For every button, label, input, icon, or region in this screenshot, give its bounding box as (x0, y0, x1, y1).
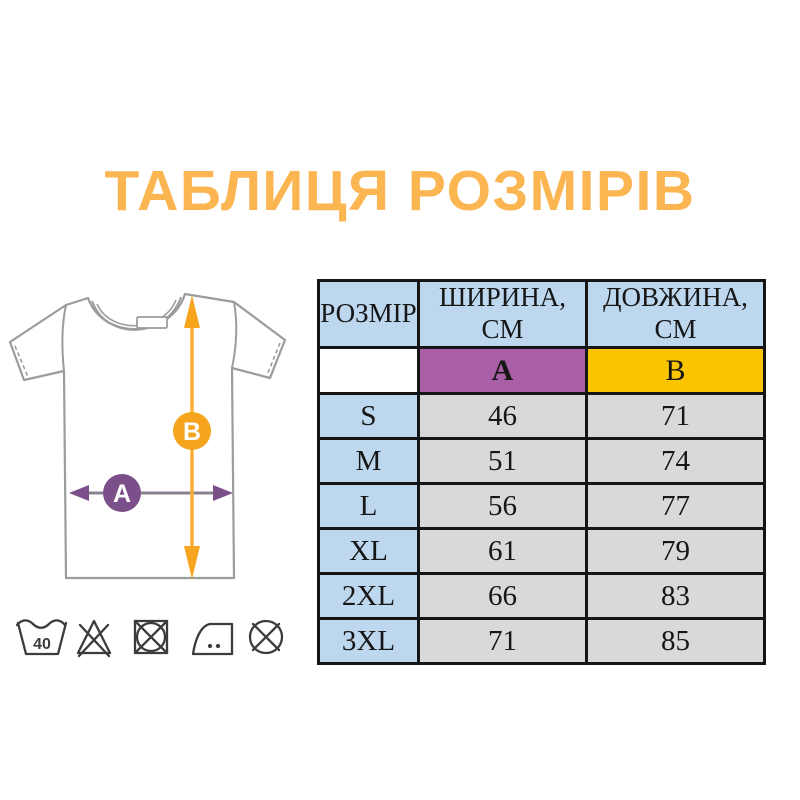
header-length: ДОВЖИНА, СМ (585, 279, 766, 349)
length-cell: 85 (585, 617, 766, 665)
width-cell: 56 (417, 482, 588, 530)
marker-empty-cell (317, 346, 420, 395)
size-cell: S (317, 392, 420, 440)
size-cell: 3XL (317, 617, 420, 665)
right-sleeve-seam (231, 301, 238, 369)
neck-label (136, 316, 168, 329)
length-label-badge: B (173, 412, 211, 450)
width-cell: 66 (417, 572, 588, 620)
collar-band (91, 296, 182, 331)
marker-b-cell: B (585, 346, 766, 395)
wash-40-icon: 40 (15, 619, 68, 656)
right-cuff-stitch (266, 342, 281, 376)
table-header-row: РОЗМІР ШИРИНА, СМ ДОВЖИНА, СМ (317, 279, 766, 349)
table-row-xl: XL 61 79 (317, 527, 766, 575)
width-cell: 51 (417, 437, 588, 485)
width-cell: 46 (417, 392, 588, 440)
size-cell: XL (317, 527, 420, 575)
table-row-2xl: 2XL 66 83 (317, 572, 766, 620)
tshirt-measurement-diagram: A B (8, 292, 287, 580)
do-not-bleach-icon (76, 619, 112, 658)
header-size: РОЗМІР (317, 279, 420, 349)
iron-two-dots-icon (191, 622, 234, 656)
length-cell: 74 (585, 437, 766, 485)
width-label-badge: A (103, 474, 141, 512)
care-symbols: 40 (15, 619, 284, 658)
left-sleeve-seam (61, 304, 67, 372)
width-cell: 71 (417, 617, 588, 665)
left-cuff-stitch (14, 345, 29, 378)
page-title: ТАБЛИЦЯ РОЗМІРІВ (104, 159, 696, 223)
length-cell: 77 (585, 482, 766, 530)
marker-a-cell: A (417, 346, 588, 395)
size-cell: 2XL (317, 572, 420, 620)
size-chart-table: РОЗМІР ШИРИНА, СМ ДОВЖИНА, СМ A B S 46 7… (317, 279, 766, 665)
size-cell: M (317, 437, 420, 485)
width-label: A (113, 480, 131, 508)
table-row-m: M 51 74 (317, 437, 766, 485)
table-row-l: L 56 77 (317, 482, 766, 530)
length-cell: 83 (585, 572, 766, 620)
length-cell: 79 (585, 527, 766, 575)
wash-temp-label: 40 (33, 636, 51, 653)
length-cell: 71 (585, 392, 766, 440)
marker-row: A B (317, 346, 766, 395)
tshirt-outline (8, 292, 287, 580)
length-label: B (183, 418, 201, 446)
width-cell: 61 (417, 527, 588, 575)
size-cell: L (317, 482, 420, 530)
table-row-s: S 46 71 (317, 392, 766, 440)
do-not-dry-clean-icon (248, 619, 284, 655)
table-row-3xl: 3XL 71 85 (317, 617, 766, 665)
header-width: ШИРИНА, СМ (417, 279, 588, 349)
do-not-tumble-dry-icon (133, 619, 169, 655)
